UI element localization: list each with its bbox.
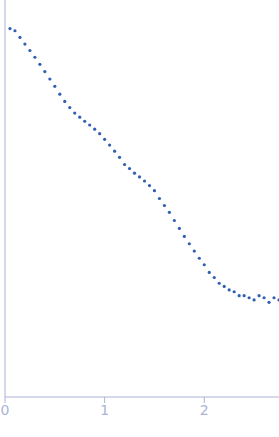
svg-text:2: 2 (200, 402, 209, 418)
svg-text:0: 0 (8, 402, 9, 418)
svg-text:1: 1 (100, 402, 109, 418)
